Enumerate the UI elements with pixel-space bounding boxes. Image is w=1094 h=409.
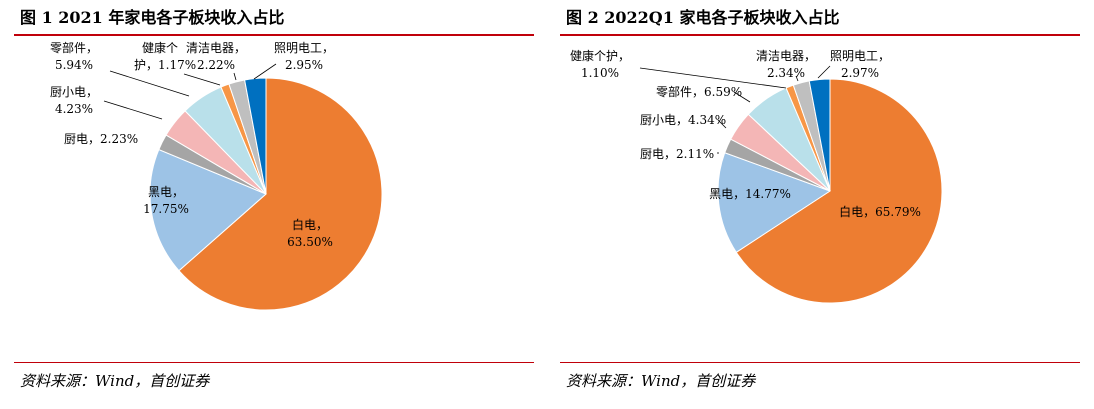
pie-labels: 白电，65.79% 黑电，14.77% 厨电，2.11% 厨小电，4.34% 零部件，6… [570, 48, 921, 219]
slice-label-text: 厨电，2.11% [640, 147, 714, 161]
chart-panel-2021: 图 1 2021 年家电各子板块收入占比 白电， 63.50% 黑电， 17.75% 厨… [14, 0, 534, 409]
slice-label-name: 零部件， [50, 40, 98, 55]
slice-label-3: 厨小电， 4.23% [50, 85, 163, 120]
leader-line [639, 67, 787, 89]
title-divider [14, 34, 534, 36]
leader-line [253, 63, 277, 80]
pie-slices [149, 77, 383, 311]
slice-label-value: 5.94% [55, 58, 93, 72]
slice-label-name: 清洁电器， [186, 41, 246, 55]
slice-label-6: 清洁电器， 2.34% [756, 49, 816, 82]
slice-label-name: 健康个 [142, 40, 178, 55]
leader-line [183, 73, 221, 86]
slice-label-7: 照明电工， 2.97% [817, 49, 890, 80]
slice-label-3: 厨小电，4.34% [640, 113, 727, 129]
leader-line [233, 72, 237, 81]
source-note: 资料来源：Wind，首创证券 [566, 372, 756, 390]
leader-line [109, 70, 190, 97]
pie-slice-0 [178, 77, 383, 311]
source-divider [14, 362, 534, 363]
leader-line [817, 65, 831, 79]
slice-label-6: 清洁电器， 2.22% [186, 41, 246, 81]
slice-label-2: 厨电，2.11% [640, 147, 719, 161]
source-note: 资料来源：Wind，首创证券 [20, 372, 210, 390]
slice-label-value: 2.22% [197, 58, 235, 72]
slice-label-4: 零部件，6.59% [656, 84, 751, 103]
slice-label-name: 厨小电， [50, 85, 98, 99]
slice-label-value: 2.34% [767, 66, 805, 80]
chart-title: 图 1 2021 年家电各子板块收入占比 [20, 8, 285, 27]
slice-label-0: 白电， 63.50% [287, 217, 333, 249]
slice-label-0: 白电，65.79% [839, 204, 921, 219]
slice-label-4: 零部件， 5.94% [50, 40, 190, 97]
slice-label-name: 白电， [292, 217, 328, 232]
leader-line [717, 119, 727, 129]
pie-labels: 白电， 63.50% 黑电， 17.75% 厨电，2.23% 厨小电， 4.23% 零部件， 5… [50, 40, 334, 249]
chart-title: 图 2 2022Q1 家电各子板块收入占比 [566, 8, 840, 27]
slice-label-name: 照明电工， [830, 49, 890, 63]
leader-line [795, 75, 799, 82]
pie-slice-0 [735, 78, 943, 304]
slice-label-5: 健康个护，1.17% [134, 40, 221, 86]
slice-label-5: 健康个护， 1.10% [570, 48, 787, 89]
pie-chart-2022q1: 白电，65.79% 黑电，14.77% 厨电，2.11% 厨小电，4.34% 零部件，6… [570, 48, 943, 304]
slice-label-name: 清洁电器， [756, 49, 816, 63]
slice-label-value: 4.23% [55, 102, 93, 116]
slice-label-2: 厨电，2.23% [64, 132, 138, 146]
slice-label-text: 厨小电，4.34% [640, 113, 726, 127]
pie-slices [717, 78, 943, 304]
slice-label-value: 63.50% [287, 235, 333, 249]
slice-label-name: 照明电工， [274, 41, 334, 55]
pie-slice-7 [808, 78, 831, 192]
slice-label-7: 照明电工， 2.95% [253, 41, 334, 80]
slice-label-value: 1.10% [581, 66, 619, 80]
slice-label-text: 黑电，14.77% [709, 187, 791, 201]
leader-line [733, 91, 751, 103]
slice-label-name: 黑电， [148, 185, 184, 199]
pie-chart-2021: 白电， 63.50% 黑电， 17.75% 厨电，2.23% 厨小电， 4.23% 零部件， 5… [50, 40, 383, 311]
pie-slice-1 [149, 148, 267, 272]
slice-label-value: 2.97% [841, 66, 879, 80]
pie-slice-1 [717, 152, 832, 253]
leader-line [103, 100, 163, 120]
slice-label-1: 黑电， 17.75% [143, 185, 189, 216]
title-divider [560, 34, 1080, 36]
slice-label-value: 护，1.17% [134, 58, 196, 72]
slice-label-name: 健康个护， [570, 48, 630, 63]
source-divider [560, 362, 1080, 363]
slice-label-text: 零部件，6.59% [656, 84, 742, 99]
chart-panel-2022q1: 图 2 2022Q1 家电各子板块收入占比 白电，65.79% 黑电，14.77%… [560, 0, 1080, 409]
slice-label-value: 17.75% [143, 202, 189, 216]
slice-label-text: 白电，65.79% [839, 204, 921, 219]
slice-label-value: 2.95% [285, 58, 323, 72]
slice-label-text: 厨电，2.23% [64, 132, 138, 146]
slice-label-1: 黑电，14.77% [709, 187, 791, 201]
